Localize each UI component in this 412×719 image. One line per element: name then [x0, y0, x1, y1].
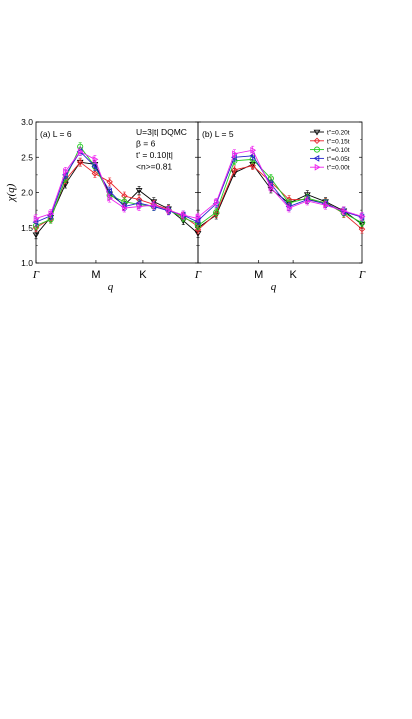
x-axis-label: q — [108, 281, 114, 293]
data-point — [122, 204, 128, 212]
data-point — [91, 170, 99, 177]
y-tick-label: 2.5 — [21, 152, 33, 162]
legend-label: t''=0.05t — [327, 156, 350, 163]
x-axis-label: q — [271, 281, 277, 293]
annotation: β = 6 — [136, 139, 156, 149]
data-point — [359, 213, 366, 220]
annotation: t' = 0.10|t| — [136, 150, 173, 160]
data-point — [305, 197, 311, 205]
data-point — [150, 199, 158, 206]
data-point — [77, 148, 84, 155]
legend-marker — [313, 137, 321, 145]
data-point — [213, 198, 220, 206]
x-tick-label: K — [139, 269, 147, 281]
data-point — [323, 201, 330, 209]
legend-marker — [314, 163, 321, 171]
data-point — [232, 150, 238, 158]
data-point — [358, 225, 366, 233]
y-axis-label: χ(q) — [5, 183, 17, 202]
data-point — [106, 187, 112, 195]
panel-label: (a) L = 6 — [40, 129, 72, 139]
data-point — [47, 212, 53, 220]
data-point — [76, 158, 84, 166]
annotation: <n>=0.81 — [136, 162, 172, 172]
data-point — [48, 210, 55, 218]
data-point — [91, 163, 98, 170]
data-point — [92, 155, 99, 163]
data-point — [63, 167, 69, 175]
panel-label: (b) L = 5 — [202, 129, 234, 139]
annotation: U=3|t| DQMC — [136, 127, 187, 137]
data-point — [249, 152, 255, 160]
data-point — [151, 201, 158, 209]
data-point — [33, 215, 40, 222]
series-line — [35, 151, 199, 220]
data-point — [286, 204, 293, 212]
x-tick-label: M — [91, 269, 100, 281]
data-point — [107, 194, 114, 202]
series-line — [35, 150, 199, 223]
x-tick-label: Γ — [32, 269, 40, 281]
chart-text: 1.0 1.5 2.0 2.5 3.0 Γ M K Γq (a) L = 6 U=3|t| DQMC… — [5, 117, 366, 293]
data-point — [181, 211, 187, 219]
data-point — [213, 209, 220, 216]
data-point — [268, 184, 275, 191]
y-tick-label: 3.0 — [21, 117, 33, 127]
data-point — [194, 226, 202, 234]
data-point — [250, 146, 257, 154]
data-point — [341, 207, 348, 215]
legend-marker — [313, 129, 321, 136]
y-tick-label: 2.0 — [21, 188, 33, 198]
data-point — [249, 162, 256, 169]
data-point — [136, 203, 143, 210]
data-point — [166, 206, 173, 214]
legend-marker — [313, 146, 321, 153]
y-tick-label: 1.0 — [21, 258, 33, 268]
data-point — [106, 178, 113, 186]
y-tick-label: 1.5 — [21, 223, 33, 233]
data-point — [231, 166, 238, 174]
data-point — [135, 188, 143, 194]
series-line — [197, 149, 363, 218]
data-series — [32, 142, 366, 240]
legend-label: t''=0.15t — [327, 138, 350, 145]
data-point — [32, 224, 40, 231]
legend-marker — [313, 155, 320, 162]
legend-label: t''=0.20t — [327, 130, 350, 137]
x-tick-label: Γ — [358, 269, 366, 281]
data-point — [195, 213, 202, 221]
data-point — [303, 192, 311, 199]
data-point — [32, 232, 40, 239]
legend-label: t''=0.10t — [327, 147, 350, 154]
x-tick-label: Γ — [194, 269, 202, 281]
x-tick-label: K — [289, 269, 297, 281]
x-tick-label: M — [254, 269, 263, 281]
legend-label: t''=0.00t — [327, 165, 350, 172]
axis-ticks — [35, 121, 363, 264]
